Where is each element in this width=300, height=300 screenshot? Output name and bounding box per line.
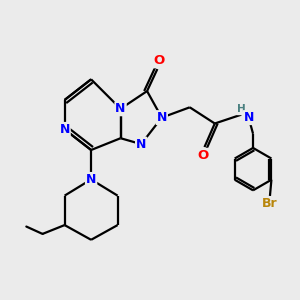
Text: N: N [59, 123, 70, 136]
Text: N: N [157, 111, 167, 124]
Text: N: N [86, 173, 96, 186]
Text: O: O [197, 149, 208, 162]
Text: N: N [136, 138, 146, 151]
Text: N: N [244, 111, 254, 124]
Text: N: N [116, 102, 126, 115]
Text: H: H [237, 104, 246, 114]
Text: Br: Br [262, 197, 278, 210]
Text: O: O [153, 54, 164, 67]
